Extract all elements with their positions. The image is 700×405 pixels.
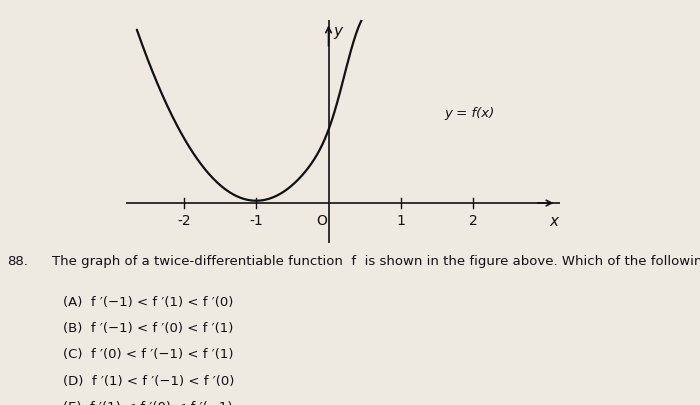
Text: (A)  f ′(−1) < f ′(1) < f ′(0): (A) f ′(−1) < f ′(1) < f ′(0) (63, 296, 233, 309)
Text: (B)  f ′(−1) < f ′(0) < f ′(1): (B) f ′(−1) < f ′(0) < f ′(1) (63, 322, 233, 335)
Text: The graph of a twice-differentiable function  f  is shown in the figure above. W: The graph of a twice-differentiable func… (52, 255, 700, 268)
Text: x: x (550, 214, 559, 230)
Text: 1: 1 (396, 214, 405, 228)
Text: y = f(x): y = f(x) (444, 107, 494, 120)
Text: 88.: 88. (7, 255, 28, 268)
Text: (D)  f ′(1) < f ′(−1) < f ′(0): (D) f ′(1) < f ′(−1) < f ′(0) (63, 375, 235, 388)
Text: O: O (316, 214, 328, 228)
Text: 2: 2 (469, 214, 477, 228)
Text: -1: -1 (249, 214, 263, 228)
Text: -2: -2 (177, 214, 190, 228)
Text: y: y (334, 23, 342, 38)
Text: (C)  f ′(0) < f ′(−1) < f ′(1): (C) f ′(0) < f ′(−1) < f ′(1) (63, 348, 234, 361)
Text: (E)  f ′(1) < f ′(0) < f ′(−1): (E) f ′(1) < f ′(0) < f ′(−1) (63, 401, 232, 405)
